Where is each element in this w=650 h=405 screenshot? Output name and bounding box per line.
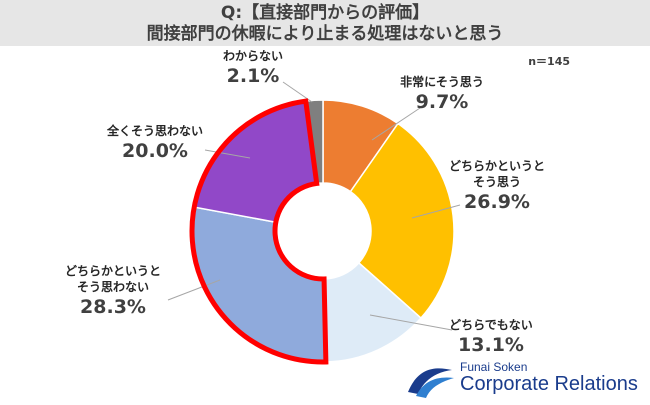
chart-title-line-1: Q:【直接部門からの評価】 [220, 3, 430, 23]
slice-label-text: わからない [223, 49, 283, 63]
slice-percent-label: 9.7% [416, 91, 469, 113]
slice-label-2: どちらでもない 13.1% [449, 318, 533, 356]
slice-label-text: 非常にそう思う [400, 74, 484, 89]
slice-percent-label: 28.3% [80, 296, 146, 318]
title-band [0, 0, 650, 46]
logo-title: Corporate Relations [460, 373, 638, 395]
donut-slice-1 [349, 122, 455, 320]
slice-label-text: そう思わない [77, 280, 149, 294]
leader-lines-layer [167, 81, 461, 331]
donut-slice-3 [191, 206, 327, 363]
slice-label-text: どちらかというと [65, 264, 161, 278]
sample-size-label: n＝145 [528, 55, 570, 68]
leader-line-2 [369, 314, 453, 331]
logo-subtitle: Funai Soken [460, 360, 528, 374]
slice-percent-label: 2.1% [227, 65, 280, 87]
slices-layer [191, 99, 455, 363]
donut-slice-2 [323, 261, 422, 363]
slice-label-5: わからない 2.1% [223, 49, 283, 87]
leader-line-0 [371, 107, 421, 141]
company-logo: Funai Soken Corporate Relations [406, 360, 646, 400]
slice-percent-label: 13.1% [458, 334, 524, 356]
highlight-layer [189, 98, 329, 365]
chart-title-line-2: 間接部門の休暇により止まる処理はないと思う [146, 24, 504, 44]
leader-line-4 [204, 149, 251, 159]
leader-line-1 [411, 204, 461, 219]
slice-percent-label: 20.0% [122, 140, 188, 162]
highlight-outline [189, 98, 329, 365]
labels-layer: 非常にそう思う9.7%どちらかというとそう思う26.9%どちらでもない13.1%… [65, 49, 545, 356]
slice-percent-label: 26.9% [464, 191, 530, 213]
slice-label-0: 非常にそう思う 9.7% [400, 74, 484, 113]
slice-label-4: 全くそう思わない 20.0% [106, 123, 203, 162]
wave-logo-icon [408, 368, 454, 398]
slice-label-text: 全くそう思わない [106, 123, 203, 138]
leader-line-3 [167, 279, 221, 301]
slice-label-text: どちらかというと [449, 159, 545, 173]
slice-label-text: どちらでもない [449, 318, 533, 332]
slice-label-text: そう思う [473, 175, 521, 189]
